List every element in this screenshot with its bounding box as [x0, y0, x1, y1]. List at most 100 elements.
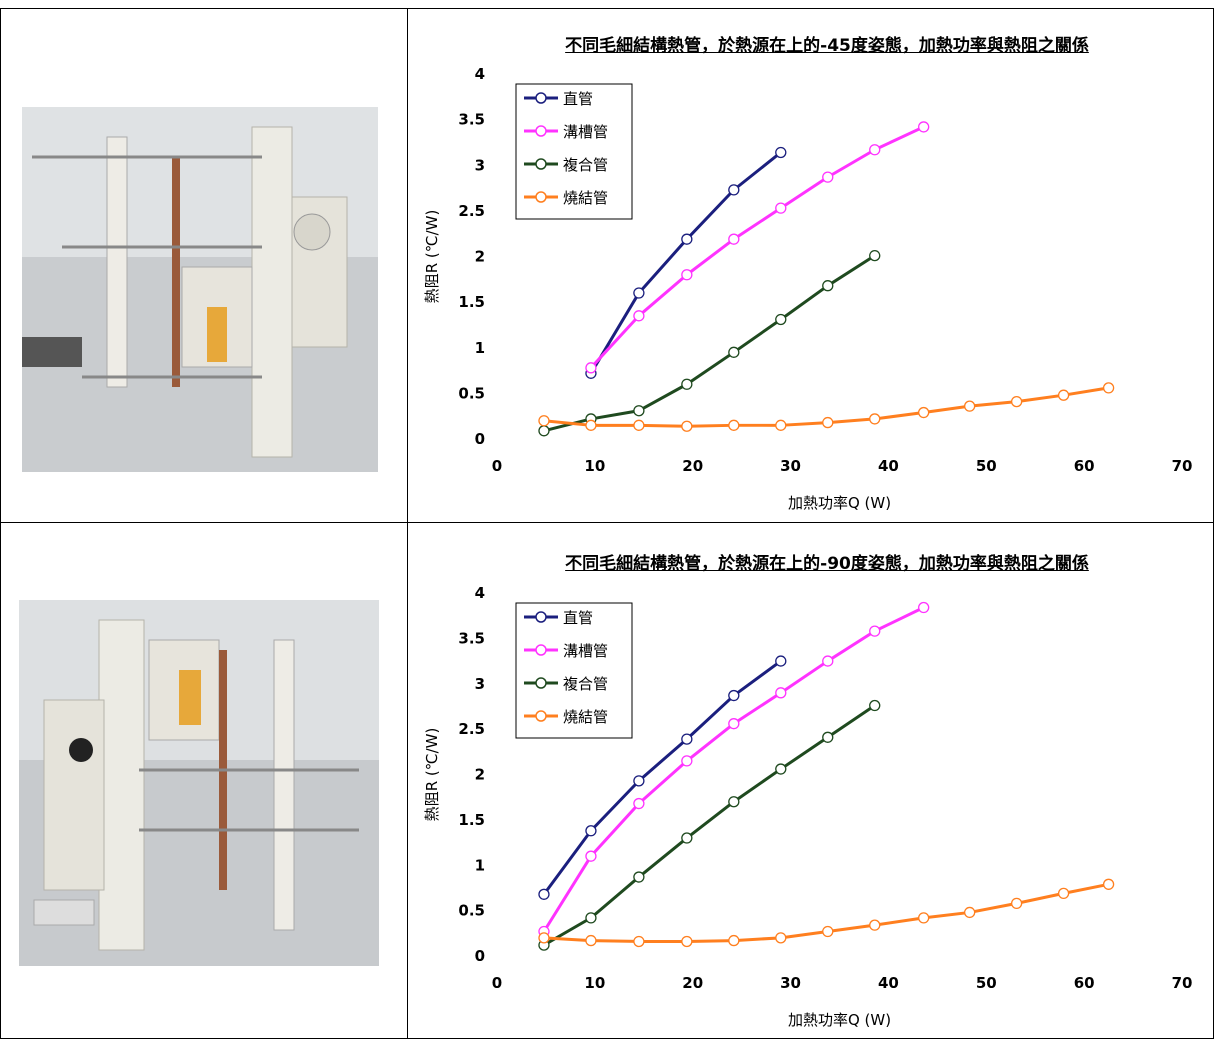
data-point	[728, 233, 740, 245]
data-point	[775, 419, 787, 431]
data-point	[728, 346, 740, 358]
data-point	[681, 935, 693, 948]
data-point	[585, 362, 597, 374]
y-axis-title: 熱阻R (℃/W)	[423, 210, 441, 304]
data-point	[681, 733, 693, 745]
y-tick-label: 3	[475, 675, 485, 693]
data-point	[681, 269, 693, 281]
y-tick-label: 3	[475, 156, 485, 174]
y-tick-label: 3.5	[458, 111, 485, 129]
data-point	[1010, 897, 1023, 910]
data-point	[681, 755, 693, 767]
y-axis-title: 熱阻R (℃/W)	[423, 728, 441, 822]
data-point	[918, 912, 930, 924]
data-point	[728, 419, 740, 431]
y-tick-label: 2	[475, 766, 485, 784]
data-point	[869, 413, 881, 425]
data-point	[633, 310, 645, 322]
data-point	[822, 280, 834, 292]
x-tick-label: 70	[1172, 457, 1193, 475]
data-point	[964, 400, 976, 412]
legend-marker	[535, 611, 547, 623]
series-line	[543, 704, 876, 947]
x-axis-title: 加熱功率Q (W)	[788, 1011, 891, 1029]
data-point	[681, 832, 693, 844]
legend-label: 溝槽管	[563, 642, 608, 660]
data-point	[775, 655, 787, 667]
data-point	[918, 121, 930, 133]
data-point	[1102, 878, 1115, 890]
y-tick-label: 4	[475, 584, 485, 602]
x-tick-label: 40	[878, 457, 899, 475]
series-line	[543, 254, 876, 433]
data-point	[775, 932, 787, 944]
data-point	[869, 625, 881, 637]
data-point	[1102, 382, 1115, 394]
data-point	[1057, 389, 1070, 401]
data-point	[681, 378, 693, 390]
data-point	[585, 419, 597, 431]
legend-label: 複合管	[563, 675, 608, 693]
column-divider	[407, 8, 408, 1039]
data-point	[728, 689, 740, 702]
data-point	[538, 888, 550, 900]
y-tick-label: 1.5	[458, 811, 485, 829]
legend-marker	[535, 710, 547, 722]
y-tick-label: 1.5	[458, 293, 485, 311]
x-tick-label: 0	[492, 457, 502, 475]
data-point	[728, 184, 740, 196]
data-point	[918, 406, 930, 419]
data-point	[775, 763, 787, 775]
data-point	[585, 934, 597, 947]
data-point	[633, 935, 645, 948]
legend-label: 複合管	[563, 156, 608, 174]
y-tick-label: 1	[475, 339, 485, 357]
legend-marker	[535, 644, 547, 656]
legend-marker	[535, 158, 547, 170]
data-point	[633, 287, 645, 299]
x-tick-label: 70	[1172, 974, 1193, 992]
x-tick-label: 60	[1074, 974, 1095, 992]
series-line	[589, 125, 925, 369]
series-line	[542, 659, 782, 896]
x-tick-label: 30	[780, 457, 801, 475]
data-point	[728, 796, 740, 808]
y-tick-label: 0.5	[458, 384, 485, 402]
y-tick-label: 1	[475, 856, 485, 874]
data-point	[869, 919, 881, 931]
x-tick-label: 0	[492, 974, 502, 992]
data-point	[585, 912, 597, 924]
y-tick-label: 3.5	[458, 629, 485, 647]
x-tick-label: 30	[780, 974, 801, 992]
data-point	[538, 932, 550, 944]
data-point	[775, 146, 787, 159]
x-tick-label: 50	[976, 974, 997, 992]
data-point	[822, 731, 834, 743]
legend-marker	[535, 677, 547, 689]
x-tick-label: 60	[1074, 457, 1095, 475]
data-point	[633, 797, 645, 810]
data-point	[869, 699, 881, 712]
legend-label: 直管	[563, 90, 593, 108]
chart-title: 不同毛細結構熱管，於熱源在上的-45度姿態，加熱功率與熱阻之關係	[565, 36, 1089, 56]
legend-label: 直管	[563, 609, 593, 627]
data-point	[633, 775, 645, 787]
data-point	[585, 825, 597, 837]
row-divider	[0, 522, 1214, 523]
data-point	[822, 171, 834, 183]
data-point	[822, 655, 834, 667]
x-tick-label: 10	[584, 974, 605, 992]
data-point	[538, 425, 550, 437]
data-point	[822, 925, 834, 938]
x-axis-title: 加熱功率Q (W)	[788, 494, 891, 512]
data-point	[1010, 395, 1023, 408]
legend-marker	[535, 125, 547, 137]
x-tick-label: 20	[682, 457, 703, 475]
y-tick-label: 4	[475, 65, 485, 83]
chart-title: 不同毛細結構熱管，於熱源在上的-90度姿態，加熱功率與熱阻之關係	[565, 554, 1089, 574]
data-point	[728, 934, 740, 947]
y-tick-label: 0.5	[458, 902, 485, 920]
